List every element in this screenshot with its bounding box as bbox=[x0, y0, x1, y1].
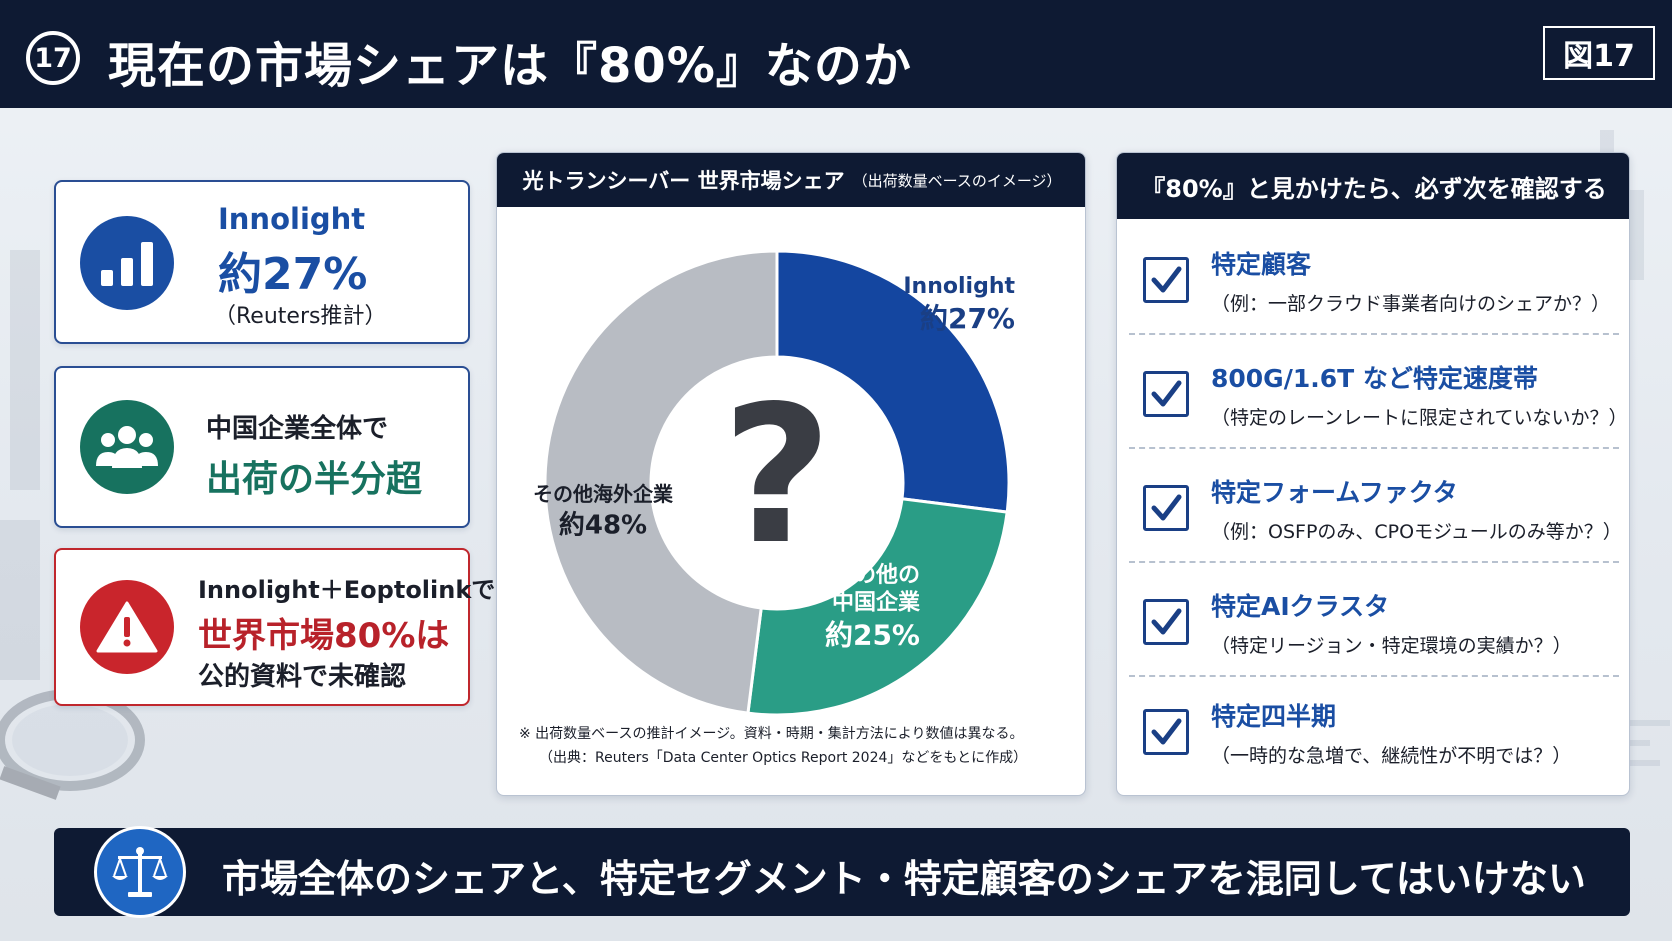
slide-number-badge: 17 bbox=[26, 31, 80, 85]
checklist-item: 特定AIクラスタ （特定リージョン・特定環境の実績か？） bbox=[1129, 565, 1619, 677]
checklist-item-title: 800G/1.6T など特定速度帯 bbox=[1211, 364, 1538, 393]
checklist-item-desc: （特定のレーンレートに限定されていないか？） bbox=[1211, 407, 1628, 429]
question-mark-icon: ? bbox=[722, 365, 832, 586]
donut-slice-1 bbox=[775, 249, 1011, 514]
checklist-item-title: 特定顧客 bbox=[1211, 250, 1312, 279]
warning-icon bbox=[80, 580, 174, 674]
checklist-item-desc: （特定リージョン・特定環境の実績か？） bbox=[1211, 635, 1572, 657]
checklist-item-title: 特定AIクラスタ bbox=[1211, 592, 1390, 621]
people-group-icon bbox=[80, 400, 174, 494]
checklist-item-desc: （例：OSFPのみ、CPOモジュールのみ等か？） bbox=[1211, 521, 1622, 543]
donut-slice-label-1: Innolight 約27% bbox=[903, 274, 1015, 335]
conclusion-banner: 市場全体のシェアと、特定セグメント・特定顧客のシェアを混同してはいけない bbox=[54, 826, 1630, 918]
bar-chart-icon bbox=[80, 216, 174, 310]
warning-card: Innolight＋Eoptolinkで 世界市場80%は 公的資料で未確認 bbox=[54, 548, 495, 706]
innolight-source-note: （Reuters推計） bbox=[214, 304, 387, 329]
checkbox-checked-icon bbox=[1143, 371, 1189, 417]
donut-chart: Innolight 約27% その他の中国企業約25% その他海外企業約48%? bbox=[533, 249, 1015, 717]
warning-card-line1: Innolight＋Eoptolinkで bbox=[198, 576, 496, 604]
chart-header: 光トランシーバー 世界市場シェア （出荷数量ベースのイメージ） bbox=[497, 153, 1085, 207]
checklist-item: 特定四半期 （一時的な急増で、継続性が不明では？） bbox=[1129, 675, 1619, 787]
page-title: 現在の市場シェアは『80%』なのか bbox=[108, 38, 912, 94]
china-card-line2: 出荷の半分超 bbox=[206, 459, 423, 500]
checkbox-checked-icon bbox=[1143, 709, 1189, 755]
checkbox-checked-icon bbox=[1143, 599, 1189, 645]
checklist-item-desc: （一時的な急増で、継続性が不明では？） bbox=[1211, 745, 1572, 767]
warning-card-line2: 世界市場80%は bbox=[198, 616, 450, 656]
innolight-share-card: Innolight 約27% （Reuters推計） bbox=[54, 180, 470, 344]
checklist-item: 特定フォームファクタ （例：OSFPのみ、CPOモジュールのみ等か？） bbox=[1129, 451, 1622, 563]
innolight-share-value: 約27% bbox=[218, 249, 368, 300]
checkbox-checked-icon bbox=[1143, 257, 1189, 303]
checklist-item-title: 特定四半期 bbox=[1211, 702, 1337, 731]
figure-label: 図17 bbox=[1543, 26, 1655, 80]
checkbox-checked-icon bbox=[1143, 485, 1189, 531]
innolight-name: Innolight bbox=[218, 202, 366, 236]
conclusion-text: 市場全体のシェアと、特定セグメント・特定顧客のシェアを混同してはいけない bbox=[222, 857, 1586, 901]
chart-footnote: ※ 出荷数量ベースの推計イメージ。資料・時期・集計方法により数値は異なる。 bbox=[519, 726, 1024, 742]
checklist-panel: 『80%』と見かけたら、必ず次を確認する 特定顧客 （例：一部クラウド事業者向け… bbox=[1116, 152, 1630, 796]
china-companies-card: 中国企業全体で 出荷の半分超 bbox=[54, 366, 470, 528]
scales-of-justice-icon bbox=[94, 826, 186, 918]
china-card-line1: 中国企業全体で bbox=[206, 414, 389, 444]
checklist-item: 800G/1.6T など特定速度帯 （特定のレーンレートに限定されていないか？） bbox=[1129, 337, 1627, 449]
chart-title: 光トランシーバー 世界市場シェア bbox=[522, 169, 845, 193]
donut-slice-2 bbox=[746, 497, 1009, 717]
donut-slice-label-3: その他海外企業約48% bbox=[533, 482, 674, 541]
market-share-chart-panel: Innolight 約27% その他の中国企業約25% その他海外企業約48%? 光ト… bbox=[496, 152, 1086, 796]
donut-slice-3 bbox=[543, 249, 779, 715]
chart-source-note: （出典：Reuters「Data Center Optics Report 20… bbox=[539, 750, 1028, 766]
donut-slice-label-2: その他の中国企業約25% bbox=[825, 563, 921, 652]
warning-card-line3: 公的資料で未確認 bbox=[198, 662, 407, 692]
checklist-item: 特定顧客 （例：一部クラウド事業者向けのシェアか？） bbox=[1129, 223, 1619, 335]
header-bar: 17 現在の市場シェアは『80%』なのか 図17 bbox=[0, 0, 1672, 108]
checklist-item-desc: （例：一部クラウド事業者向けのシェアか？） bbox=[1211, 293, 1611, 315]
chart-subtitle: （出荷数量ベースのイメージ） bbox=[852, 171, 1062, 190]
checklist-item-title: 特定フォームファクタ bbox=[1211, 478, 1458, 507]
checklist-title: 『80%』と見かけたら、必ず次を確認する bbox=[1117, 153, 1629, 219]
